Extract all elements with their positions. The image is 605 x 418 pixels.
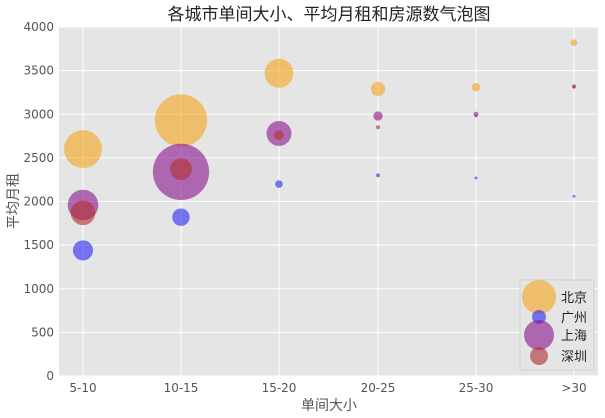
x-tick-label: 10-15 bbox=[164, 381, 199, 395]
x-tick-label: 25-30 bbox=[459, 381, 494, 395]
bubble-北京 bbox=[471, 82, 481, 92]
bubble-广州 bbox=[376, 173, 380, 178]
legend-label: 北京 bbox=[561, 291, 587, 306]
bubble-广州 bbox=[275, 180, 283, 188]
legend-marker-深圳 bbox=[530, 347, 548, 365]
x-tick-label: >30 bbox=[561, 381, 586, 395]
y-tick-label: 1500 bbox=[23, 238, 54, 252]
y-axis-title: 平均月租 bbox=[6, 173, 22, 229]
bubble-深圳 bbox=[474, 114, 478, 118]
y-tick-label: 1000 bbox=[23, 282, 54, 296]
bubble-深圳 bbox=[170, 158, 192, 181]
bubble-广州 bbox=[72, 240, 94, 261]
y-tick-label: 500 bbox=[31, 325, 54, 339]
chart-title: 各城市单间大小、平均月租和房源数气泡图 bbox=[168, 5, 491, 25]
y-tick-label: 3000 bbox=[23, 107, 54, 121]
bubble-北京 bbox=[64, 130, 102, 169]
y-tick-label: 2500 bbox=[23, 151, 54, 165]
bubble-广州 bbox=[172, 208, 190, 226]
x-tick-label: 15-20 bbox=[262, 381, 297, 395]
legend-label: 深圳 bbox=[561, 350, 587, 365]
bubble-广州 bbox=[572, 194, 576, 198]
tick-labels: 0 500 1000 1500 2000 2500 3000 3500 4000 5-10 10-1… bbox=[23, 20, 586, 395]
bubble-北京 bbox=[570, 39, 578, 46]
bubble-广州 bbox=[474, 176, 478, 180]
x-tick-label: 5-10 bbox=[69, 381, 96, 395]
bubble-深圳 bbox=[572, 85, 576, 89]
y-tick-label: 2000 bbox=[23, 195, 54, 209]
bubble-北京 bbox=[264, 58, 294, 88]
y-tick-label: 4000 bbox=[23, 20, 54, 34]
legend-label: 上海 bbox=[561, 329, 587, 344]
bubble-深圳 bbox=[274, 130, 284, 140]
bubble-深圳 bbox=[375, 125, 381, 130]
x-tick-label: 20-25 bbox=[361, 381, 396, 395]
bubble-北京 bbox=[154, 94, 208, 147]
y-tick-label: 0 bbox=[46, 369, 54, 383]
y-tick-label: 3500 bbox=[23, 64, 54, 78]
bubbles bbox=[64, 39, 578, 261]
x-axis-title: 单间大小 bbox=[301, 398, 357, 414]
bubble-上海 bbox=[373, 111, 383, 121]
legend-marker-北京 bbox=[522, 280, 556, 314]
bubble-北京 bbox=[370, 81, 386, 97]
legend-label: 广州 bbox=[561, 311, 587, 326]
legend-marker-上海 bbox=[524, 320, 554, 350]
bubble-深圳 bbox=[70, 200, 96, 226]
